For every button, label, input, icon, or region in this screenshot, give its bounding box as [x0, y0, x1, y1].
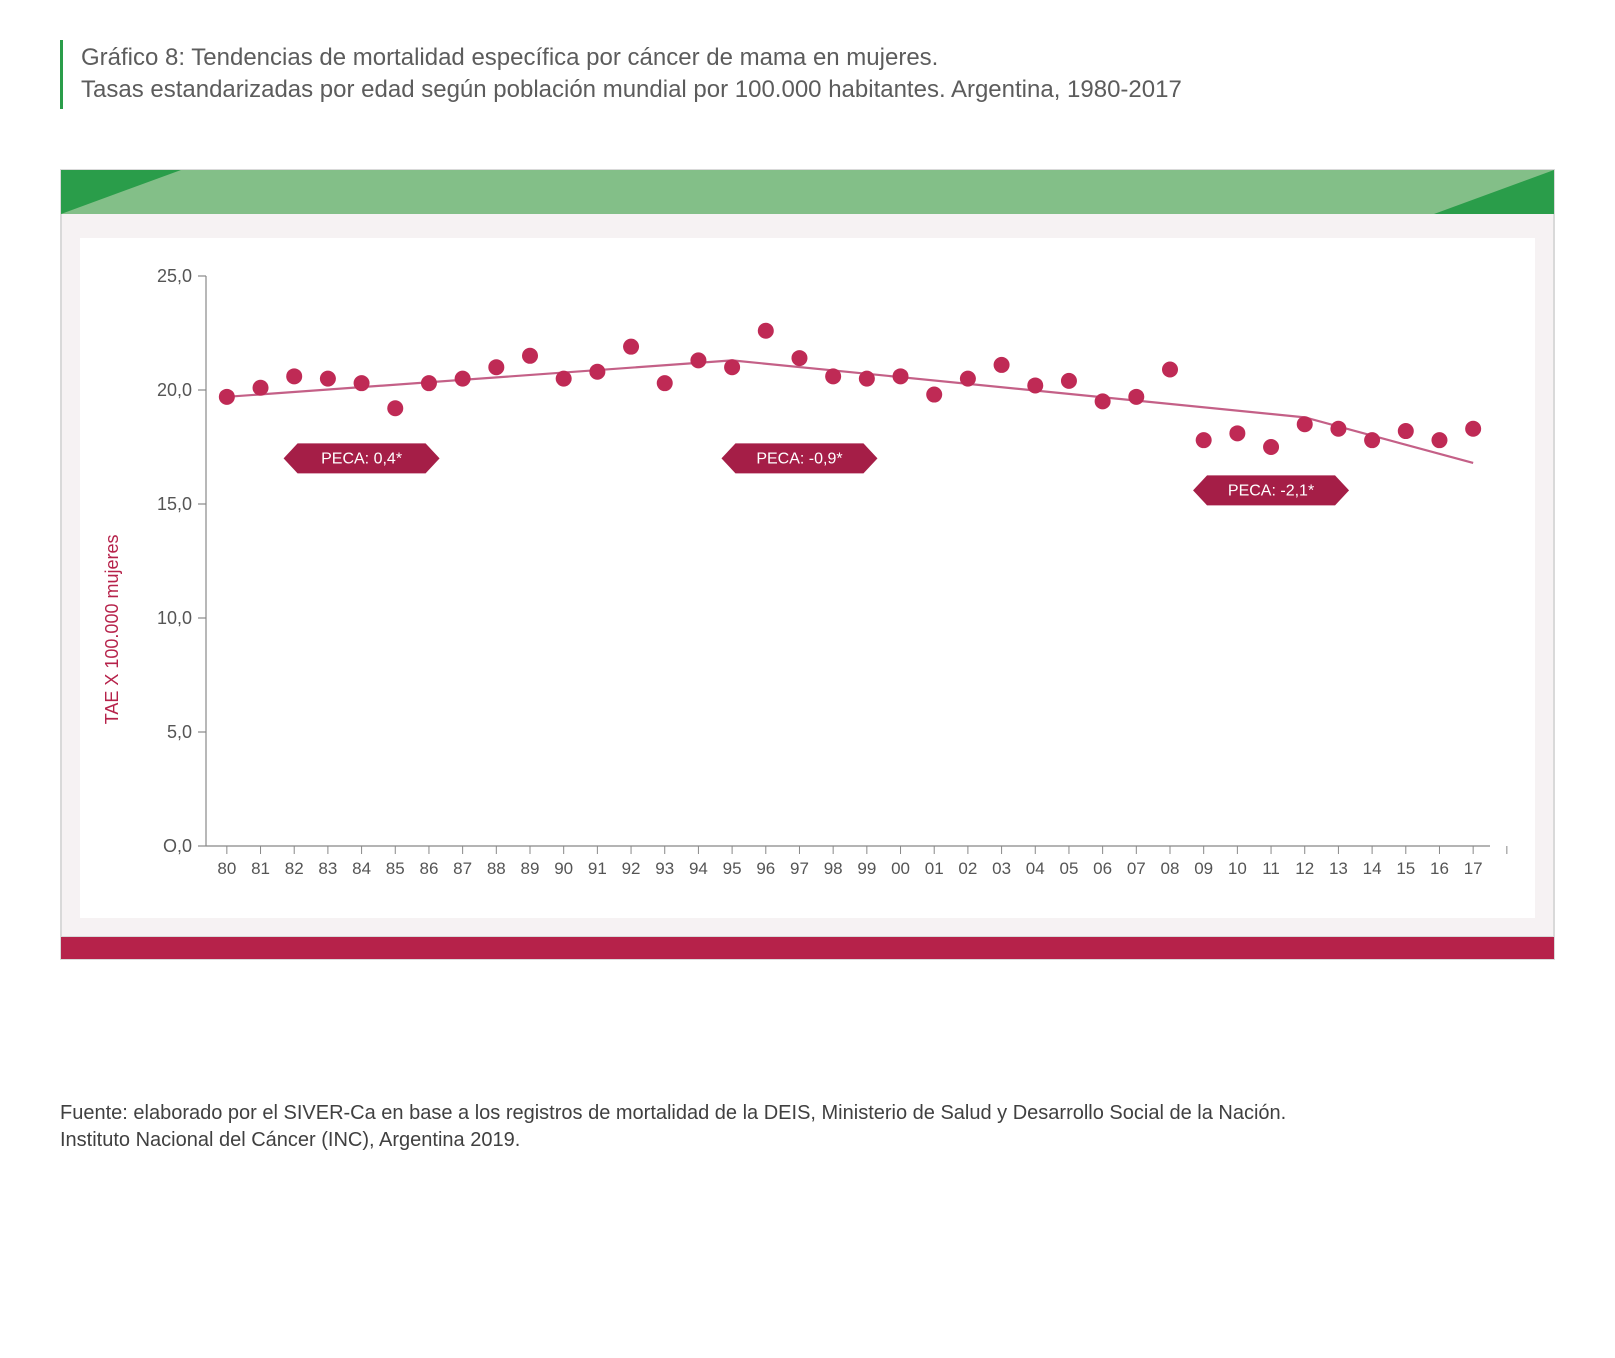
- svg-text:01: 01: [925, 859, 944, 878]
- svg-text:85: 85: [386, 859, 405, 878]
- svg-text:00: 00: [891, 859, 910, 878]
- svg-text:5,0: 5,0: [167, 722, 192, 742]
- svg-text:25,0: 25,0: [157, 266, 192, 286]
- svg-text:93: 93: [655, 859, 674, 878]
- svg-text:15,0: 15,0: [157, 494, 192, 514]
- plot-outer: O,0 5,0 10,0 15,0 20,0 25,0 TAE X 100.000 muje…: [61, 214, 1554, 937]
- svg-text:PECA: -2,1*: PECA: -2,1*: [1228, 482, 1314, 499]
- svg-text:PECA: 0,4*: PECA: 0,4*: [321, 450, 402, 467]
- svg-text:05: 05: [1059, 859, 1078, 878]
- source-footer: Fuente: elaborado por el SIVER-Ca en bas…: [60, 1100, 1555, 1154]
- svg-text:91: 91: [588, 859, 607, 878]
- svg-text:88: 88: [487, 859, 506, 878]
- svg-text:O,0: O,0: [163, 836, 192, 856]
- svg-text:03: 03: [992, 859, 1011, 878]
- svg-text:90: 90: [554, 859, 573, 878]
- svg-text:94: 94: [689, 859, 708, 878]
- plot-inner: O,0 5,0 10,0 15,0 20,0 25,0 TAE X 100.000 muje…: [80, 238, 1535, 918]
- svg-text:97: 97: [790, 859, 809, 878]
- svg-text:80: 80: [217, 859, 236, 878]
- footer-line-1: Fuente: elaborado por el SIVER-Ca en bas…: [60, 1100, 1555, 1127]
- top-green-band: [61, 170, 1554, 214]
- svg-text:16: 16: [1430, 859, 1449, 878]
- band-triangle-right: [1434, 170, 1554, 214]
- svg-text:08: 08: [1161, 859, 1180, 878]
- svg-text:20,0: 20,0: [157, 380, 192, 400]
- svg-text:TAE X 100.000 mujeres: TAE X 100.000 mujeres: [102, 534, 122, 724]
- svg-text:06: 06: [1093, 859, 1112, 878]
- svg-text:14: 14: [1363, 859, 1382, 878]
- svg-text:83: 83: [318, 859, 337, 878]
- svg-text:96: 96: [756, 859, 775, 878]
- svg-text:10: 10: [1228, 859, 1247, 878]
- svg-text:04: 04: [1026, 859, 1045, 878]
- svg-text:86: 86: [419, 859, 438, 878]
- svg-text:07: 07: [1127, 859, 1146, 878]
- mortality-chart: O,0 5,0 10,0 15,0 20,0 25,0 TAE X 100.000 muje…: [90, 256, 1510, 896]
- title-line-2: Tasas estandarizadas por edad según pobl…: [81, 74, 1555, 106]
- svg-text:82: 82: [285, 859, 304, 878]
- svg-text:95: 95: [723, 859, 742, 878]
- svg-text:11: 11: [1262, 859, 1280, 878]
- svg-text:92: 92: [622, 859, 641, 878]
- svg-text:PECA: -0,9*: PECA: -0,9*: [756, 450, 842, 467]
- title-line-1: Gráfico 8: Tendencias de mortalidad espe…: [81, 42, 1555, 74]
- svg-text:10,0: 10,0: [157, 608, 192, 628]
- svg-text:84: 84: [352, 859, 371, 878]
- svg-text:02: 02: [958, 859, 977, 878]
- svg-text:12: 12: [1295, 859, 1314, 878]
- svg-text:99: 99: [857, 859, 876, 878]
- chart-frame: O,0 5,0 10,0 15,0 20,0 25,0 TAE X 100.000 muje…: [60, 169, 1555, 960]
- svg-text:89: 89: [521, 859, 540, 878]
- footer-line-2: Instituto Nacional del Cáncer (INC), Arg…: [60, 1127, 1555, 1154]
- svg-text:87: 87: [453, 859, 472, 878]
- svg-text:13: 13: [1329, 859, 1348, 878]
- svg-text:09: 09: [1194, 859, 1213, 878]
- svg-text:15: 15: [1396, 859, 1415, 878]
- band-triangle-left: [61, 170, 181, 214]
- svg-text:98: 98: [824, 859, 843, 878]
- svg-text:17: 17: [1464, 859, 1483, 878]
- bottom-magenta-band: [61, 937, 1554, 959]
- chart-title-block: Gráfico 8: Tendencias de mortalidad espe…: [60, 40, 1555, 109]
- svg-text:81: 81: [251, 859, 270, 878]
